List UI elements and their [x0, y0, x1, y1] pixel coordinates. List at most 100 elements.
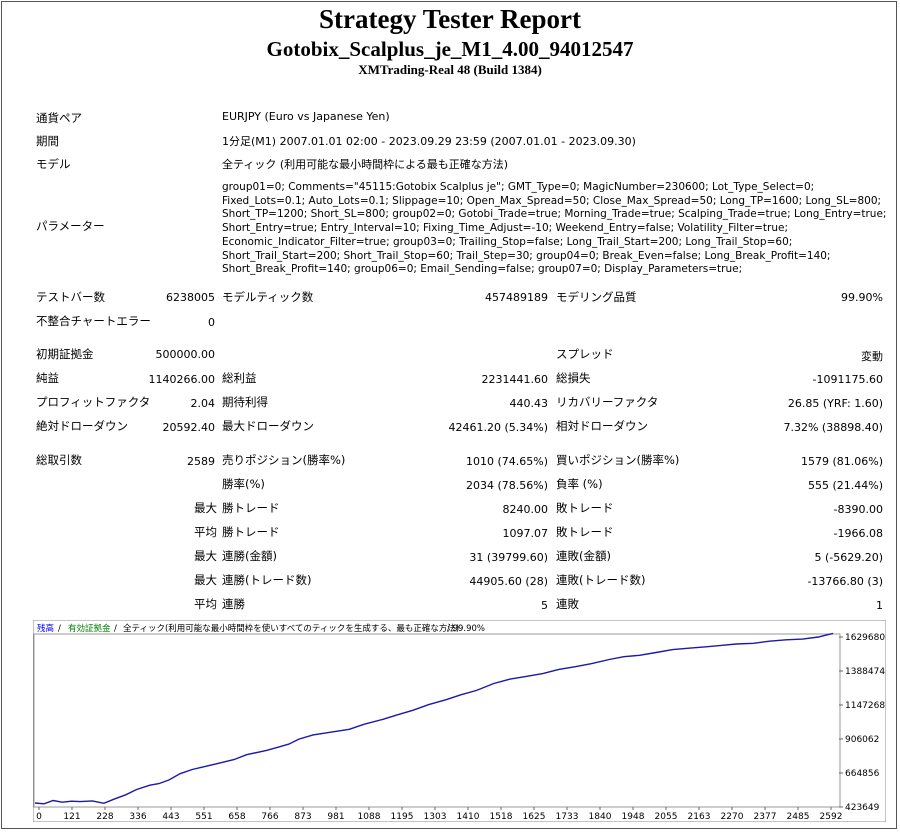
balance-chart-svg: 残高 / 有効証拠金 / 全ティック(利用可能な最小時間枠を使いすべてのティック…: [32, 619, 887, 823]
max-cons-profit-value: 44905.60 (28): [469, 575, 548, 588]
x-tick-label: 1948: [622, 812, 645, 822]
max-prefix-3: 最大: [194, 573, 217, 587]
legend-sep-1: /: [58, 624, 61, 634]
quality-value: 99.90%: [841, 291, 883, 304]
rel-drawdown-label: 相対ドローダウン: [556, 419, 648, 433]
model-value: 全ティック (利用可能な最小時間枠による最も正確な方法): [222, 158, 509, 171]
avg-loss-label: 敗トレード: [556, 525, 614, 539]
deposit-label: 初期証拠金: [36, 347, 94, 361]
balance-line: [34, 632, 834, 805]
gross-profit-value: 2231441.60: [481, 373, 548, 386]
net-profit-label: 純益: [36, 371, 59, 385]
x-tick-label: 443: [162, 812, 179, 822]
long-positions-value: 1579 (81.06%): [800, 455, 883, 468]
max-drawdown-label: 最大ドローダウン: [222, 419, 314, 433]
spread-label: スプレッド: [556, 347, 614, 361]
avg-cons-losses-label: 連敗: [556, 597, 579, 611]
x-tick-label: 766: [261, 812, 278, 822]
y-tick-label: 1147268: [845, 701, 885, 711]
win-rate-label: 勝率(%): [222, 477, 265, 491]
loss-rate-label: 負率 (%): [556, 477, 603, 491]
net-profit-value: 1140266.00: [148, 373, 215, 386]
abs-drawdown-value: 20592.40: [162, 421, 216, 434]
gross-loss-label: 総損失: [556, 371, 591, 385]
short-positions-label: 売りポジション(勝率%): [222, 453, 346, 467]
max-prefix-2: 最大: [194, 549, 217, 563]
mismatch-value: 0: [208, 316, 215, 329]
report-title: Strategy Tester Report: [319, 4, 581, 34]
x-tick-label: 1840: [589, 812, 612, 822]
profit-factor-label: プロフィットファクタ: [36, 395, 151, 409]
rel-drawdown-value: 7.32% (38898.40): [783, 421, 883, 434]
x-tick-label: 0: [36, 812, 42, 822]
x-tick-label: 2592: [820, 812, 843, 822]
recovery-factor-value: 26.85 (YRF: 1.60): [787, 397, 883, 410]
abs-drawdown-label: 絶対ドローダウン: [36, 419, 128, 433]
largest-win-value: 8240.00: [502, 503, 549, 516]
gross-profit-label: 総利益: [222, 371, 257, 385]
avg-win-label: 勝トレード: [222, 525, 280, 539]
largest-win-label: 勝トレード: [222, 501, 280, 515]
x-tick-label: 658: [228, 812, 245, 822]
x-tick-label: 1195: [391, 812, 414, 822]
x-tick-label: 336: [129, 812, 146, 822]
avg-win-value: 1097.07: [502, 527, 549, 540]
x-tick-label: 2377: [754, 812, 777, 822]
x-tick-label: 1410: [457, 812, 480, 822]
ea-name: Gotobix_Scalplus_je_M1_4.00_94012547: [266, 37, 634, 61]
period-label: 期間: [36, 134, 59, 148]
mismatch-label: 不整合チャートエラー: [36, 314, 151, 328]
loss-rate-value: 555 (21.44%): [807, 479, 883, 492]
x-tick-label: 1518: [490, 812, 513, 822]
params-label: パラメーター: [36, 219, 105, 233]
y-tick-label: 906062: [845, 735, 879, 745]
avg-loss-value: -1966.08: [833, 527, 883, 540]
total-trades-value: 2589: [187, 455, 215, 468]
x-tick-label: 2270: [721, 812, 744, 822]
max-cons-losses-value: 5 (-5629.20): [814, 551, 883, 564]
model-label: モデル: [36, 157, 71, 171]
avg-cons-wins-value: 5: [541, 599, 548, 612]
legend-sep-2: /: [114, 624, 117, 634]
legend-margin: 有効証拠金: [68, 623, 111, 634]
short-positions-value: 1010 (74.65%): [465, 455, 548, 468]
average-prefix: 平均: [194, 525, 217, 539]
y-tick-label: 664856: [845, 769, 880, 779]
x-tick-label: 121: [63, 812, 80, 822]
x-tick-label: 551: [195, 812, 212, 822]
max-cons-losses-label: 連敗(金額): [556, 549, 611, 563]
params-value: group01=0; Comments="45115:Gotobix Scalp…: [222, 181, 887, 276]
legend-balance: 残高: [37, 623, 54, 634]
x-tick-label: 1733: [556, 812, 579, 822]
x-tick-label: 873: [294, 812, 311, 822]
x-tick-label: 2055: [655, 812, 678, 822]
x-tick-label: 2163: [688, 812, 711, 822]
x-tick-label: 228: [96, 812, 113, 822]
symbol-label: 通貨ペア: [36, 111, 82, 125]
total-trades-label: 総取引数: [36, 453, 82, 467]
legend-quality: / 99.90%: [447, 624, 485, 634]
profit-factor-value: 2.04: [190, 397, 216, 410]
avg-cons-wins-label: 連勝: [222, 597, 245, 611]
recovery-factor-label: リカバリーファクタ: [556, 395, 659, 409]
avg-prefix-2: 平均: [194, 597, 217, 611]
largest-prefix: 最大: [194, 501, 217, 515]
largest-loss-label: 敗トレード: [556, 501, 614, 515]
ticks-value: 457489189: [485, 291, 548, 304]
max-cons-wins-value: 31 (39799.60): [469, 551, 548, 564]
expected-payoff-value: 440.43: [509, 397, 549, 410]
win-rate-value: 2034 (78.56%): [465, 479, 548, 492]
x-tick-label: 1303: [424, 812, 447, 822]
largest-loss-value: -8390.00: [833, 503, 883, 516]
y-tick-label: 1629680: [845, 633, 885, 643]
ticks-label: モデルティック数: [222, 290, 314, 304]
max-cons-loss-value: -13766.80 (3): [807, 575, 883, 588]
gross-loss-value: -1091175.60: [812, 373, 883, 386]
max-drawdown-value: 42461.20 (5.34%): [448, 421, 548, 434]
y-tick-label: 423649: [845, 803, 880, 813]
expected-payoff-label: 期待利得: [222, 395, 268, 409]
balance-chart: 残高 / 有効証拠金 / 全ティック(利用可能な最小時間枠を使いすべてのティック…: [32, 619, 887, 823]
max-cons-loss-label: 連敗(トレード数): [556, 573, 646, 587]
y-tick-label: 1388474: [845, 667, 885, 677]
